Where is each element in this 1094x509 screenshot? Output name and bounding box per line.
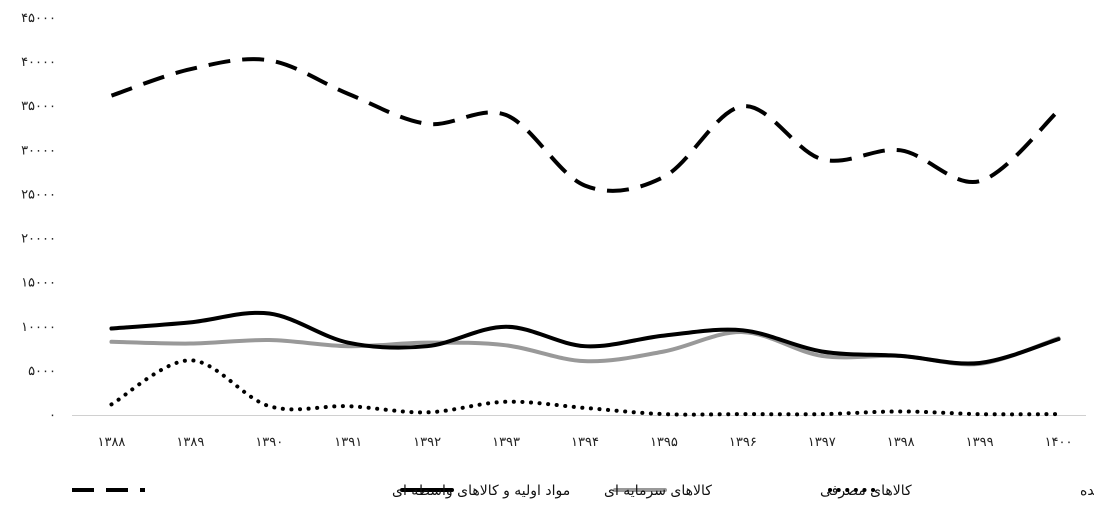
x-tick-label: ۱۴۰۰ [1045,435,1073,450]
x-tick-label: ۱۳۸۹ [176,435,204,450]
legend-label: کالاهای مصرفی [820,483,912,499]
y-tick-label: ۳۰۰۰۰ [21,143,56,158]
y-tick-label: ۰ [49,408,56,423]
x-tick-label: ۱۳۹۶ [729,435,757,450]
y-tick-label: ۲۵۰۰۰ [21,187,56,202]
x-tick-label: ۱۳۹۹ [966,435,994,450]
y-tick-label: ۱۵۰۰۰ [21,276,56,291]
y-tick-label: ۴۵۰۰۰ [21,11,56,26]
y-tick-label: ۴۰۰۰۰ [21,55,56,70]
x-tick-label: ۱۳۹۸ [887,435,915,450]
x-tick-label: ۱۳۹۷ [808,435,836,450]
x-tick-label: ۱۳۹۵ [650,435,678,450]
x-tick-label: ۱۳۹۰ [255,435,283,450]
y-axis-ticks: ۰ ۵۰۰۰ ۱۰۰۰۰ ۱۵۰۰۰ ۲۰۰۰۰ ۲۵۰۰۰ ۳۰۰۰۰ ۳۵۰۰۰ ۴۰۰۰۰… [21,11,56,423]
legend-label: کالاهای سرمایه ای [604,483,712,499]
series-line [109,358,1061,417]
y-tick-label: ۵۰۰۰ [28,364,56,379]
y-tick-label: ۳۵۰۰۰ [21,99,56,114]
x-tick-label: ۱۳۸۸ [97,435,125,450]
legend-label: کالاهای طبقه بندی نشده [1080,483,1094,499]
legend-label: مواد اولیه و کالاهای واسطه ای [392,483,570,499]
x-tick-label: ۱۳۹۴ [571,435,599,450]
x-tick-label: ۱۳۹۲ [413,435,441,450]
legend: کالاهای طبقه بندی نشده کالاهای مصرفی کالاه… [72,483,1094,499]
x-tick-label: ۱۳۹۳ [492,435,520,450]
y-tick-label: ۲۰۰۰۰ [21,232,56,247]
series-line [110,57,1060,193]
series-lines [109,57,1061,417]
y-tick-label: ۱۰۰۰۰ [21,320,56,335]
x-tick-label: ۱۳۹۱ [334,435,362,450]
series-line [109,310,1061,366]
x-axis-ticks: ۱۳۸۸ ۱۳۸۹ ۱۳۹۰ ۱۳۹۱ ۱۳۹۲ ۱۳۹۳ ۱۳۹۴ ۱۳۹۵ ۱۳۹۶ ۱۳۹۷… [97,435,1072,450]
